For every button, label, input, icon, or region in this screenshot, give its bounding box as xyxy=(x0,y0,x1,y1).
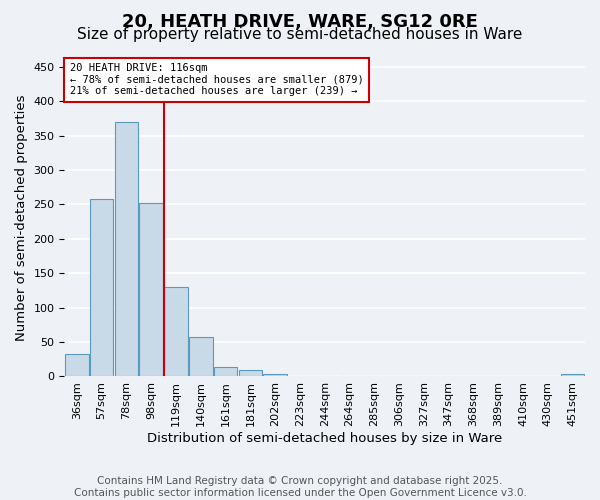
Y-axis label: Number of semi-detached properties: Number of semi-detached properties xyxy=(15,95,28,342)
Text: Size of property relative to semi-detached houses in Ware: Size of property relative to semi-detach… xyxy=(77,28,523,42)
Text: Contains HM Land Registry data © Crown copyright and database right 2025.
Contai: Contains HM Land Registry data © Crown c… xyxy=(74,476,526,498)
Bar xyxy=(90,199,113,376)
Bar xyxy=(164,287,188,376)
Bar xyxy=(115,122,138,376)
Bar xyxy=(214,367,238,376)
X-axis label: Distribution of semi-detached houses by size in Ware: Distribution of semi-detached houses by … xyxy=(147,432,502,445)
Bar xyxy=(139,203,163,376)
Bar xyxy=(189,337,212,376)
Bar xyxy=(239,370,262,376)
Text: 20 HEATH DRIVE: 116sqm
← 78% of semi-detached houses are smaller (879)
21% of se: 20 HEATH DRIVE: 116sqm ← 78% of semi-det… xyxy=(70,63,364,96)
Bar xyxy=(263,374,287,376)
Bar xyxy=(65,354,89,376)
Text: 20, HEATH DRIVE, WARE, SG12 0RE: 20, HEATH DRIVE, WARE, SG12 0RE xyxy=(122,12,478,30)
Bar xyxy=(561,374,584,376)
